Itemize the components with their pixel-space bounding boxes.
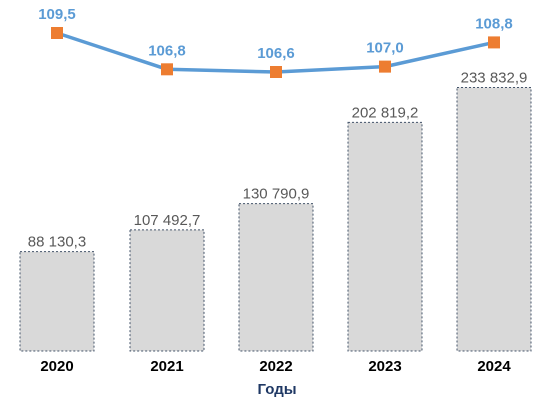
- line-marker-2023: [379, 60, 391, 73]
- line-label-2024: 108,8: [475, 15, 513, 32]
- bar-2022: [238, 203, 314, 352]
- x-tick-2023: 2023: [368, 358, 401, 375]
- bar-2024: [456, 86, 532, 352]
- bar-2021: [129, 229, 205, 352]
- x-tick-2020: 2020: [40, 358, 73, 375]
- x-axis-title: Годы: [257, 381, 296, 398]
- line-marker-2022: [270, 66, 282, 78]
- bar-2023: [347, 121, 423, 352]
- line-marker-2020: [51, 27, 63, 39]
- line-label-2020: 109,5: [38, 6, 76, 23]
- bar-value-labels: 88 130,3 107 492,7 130 790,9 202 819,2 233 8…: [28, 69, 528, 250]
- line-label-2022: 106,6: [257, 45, 295, 62]
- x-tick-2022: 2022: [259, 358, 292, 375]
- line-label-2023: 107,0: [366, 40, 404, 57]
- bar-series: [19, 86, 532, 352]
- x-tick-2021: 2021: [150, 358, 183, 375]
- bar-label-2023: 202 819,2: [352, 104, 419, 121]
- bar-label-2022: 130 790,9: [243, 186, 310, 203]
- x-axis-ticks: 2020 2021 2022 2023 2024: [40, 358, 511, 375]
- bar-label-2024: 233 832,9: [461, 69, 528, 86]
- line-label-2021: 106,8: [148, 42, 186, 59]
- line-marker-2024: [488, 36, 500, 49]
- bar-2020: [19, 251, 95, 352]
- line-series: 109,5 106,8 106,6 107,0 108,8: [38, 6, 513, 78]
- bar-label-2020: 88 130,3: [28, 234, 86, 251]
- line-marker-2021: [161, 63, 173, 76]
- x-tick-2024: 2024: [477, 358, 511, 375]
- bar-label-2021: 107 492,7: [134, 212, 201, 229]
